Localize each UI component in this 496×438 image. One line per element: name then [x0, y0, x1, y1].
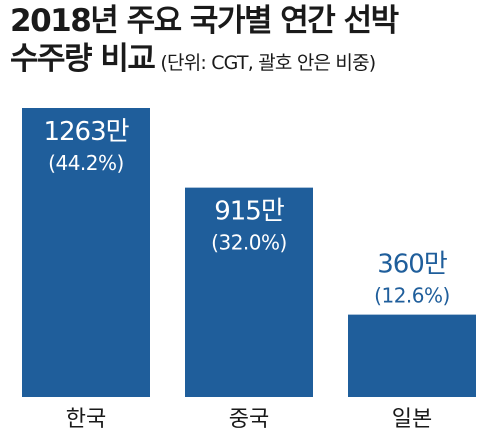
title-line-1: 2018년 주요 국가별 연간 선박 [10, 3, 399, 39]
bar-2 [185, 187, 313, 397]
share-label-2: (32.0%) [211, 231, 287, 255]
value-label-1: 1263만 [43, 117, 128, 147]
bar-3 [348, 314, 476, 397]
category-label-2: 중국 [229, 407, 269, 432]
title-line-2: 수주량 비교 (단위: CGT, 괄호 안은 비중) [10, 40, 398, 83]
title-line-2-main: 수주량 비교 [10, 41, 156, 77]
category-label-1: 한국 [66, 407, 106, 432]
value-label-3: 360만 [377, 250, 447, 280]
share-label-1: (44.2%) [48, 151, 124, 175]
bar-1 [22, 108, 150, 397]
chart-title: 2018년 주요 국가별 연간 선박 수주량 비교 (단위: CGT, 괄호 안은… [10, 2, 399, 83]
category-label-3: 일본 [392, 407, 432, 432]
unit-note: (단위: CGT, 괄호 안은 비중) [160, 52, 376, 74]
value-label-2: 915만 [214, 197, 284, 227]
share-label-3: (12.6%) [374, 284, 450, 308]
